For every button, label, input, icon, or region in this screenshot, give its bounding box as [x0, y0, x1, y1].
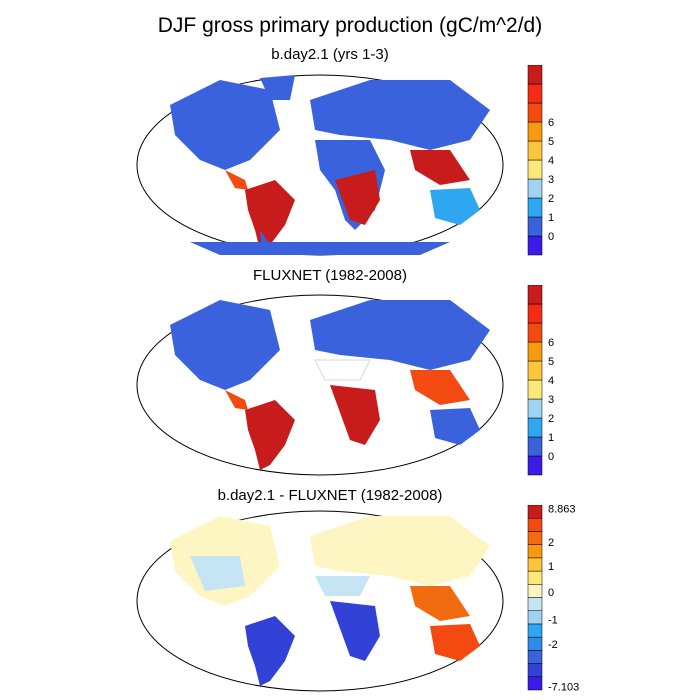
- colorbar-tick-label: -2: [548, 639, 558, 651]
- colorbar-tick-label: 6: [548, 337, 554, 349]
- panel-2-map: [136, 294, 504, 476]
- north-america: [170, 300, 280, 390]
- colorbar-segment: [527, 663, 543, 678]
- central-america: [225, 170, 248, 190]
- south-america: [245, 180, 295, 250]
- colorbar-tick-label: 1: [548, 212, 554, 224]
- colorbar-tick-label: 3: [548, 394, 554, 406]
- colorbar-tick-label: 1: [548, 432, 554, 444]
- south-america: [245, 400, 295, 470]
- colorbar-tick-label: 6: [548, 117, 554, 129]
- colorbar-segment: [527, 159, 543, 180]
- south-america: [245, 616, 295, 686]
- colorbar-segment: [527, 64, 543, 85]
- colorbar-segment: [527, 455, 543, 476]
- colorbar-segment: [527, 570, 543, 585]
- colorbar-segment: [527, 517, 543, 532]
- australia: [430, 408, 480, 445]
- colorbar-segment: [527, 341, 543, 362]
- colorbar-segment: [527, 140, 543, 161]
- colorbar-tick-label: 2: [548, 193, 554, 205]
- eurasia: [310, 300, 490, 370]
- colorbar-tick-label: 0: [548, 587, 554, 599]
- colorbar-tick-label: 5: [548, 356, 554, 368]
- panel-2-subtitle: FLUXNET (1982-2008): [253, 267, 407, 284]
- colorbar-2: 0 1 2 3 4 5 6: [520, 284, 580, 485]
- greenland: [260, 75, 295, 100]
- southeast-asia: [410, 586, 470, 621]
- colorbar-segment: [527, 623, 543, 638]
- panel-1-map: [136, 74, 504, 256]
- colorbar-tick-label: 1: [548, 561, 554, 573]
- colorbar-segment: [527, 597, 543, 611]
- colorbar-tick-label: 2: [548, 413, 554, 425]
- colorbar-1: 0 1 2 3 4 5 6: [520, 64, 580, 265]
- colorbar-segment: [527, 436, 543, 457]
- north-america: [170, 80, 280, 170]
- colorbar-segment: [527, 504, 543, 519]
- southeast-asia: [410, 370, 470, 405]
- colorbar-segment: [527, 531, 543, 545]
- africa-central: [330, 385, 380, 445]
- colorbar-3: 8.863 2 1 0 -1 -2 -7.103: [520, 504, 580, 700]
- colorbar-tick-label: 0: [548, 451, 554, 463]
- sahara-missing: [314, 359, 371, 381]
- colorbar-tick-label: 0: [548, 231, 554, 243]
- north-america-diff: [190, 556, 245, 591]
- africa-central: [335, 170, 380, 225]
- colorbar-tick-label: 4: [548, 155, 554, 167]
- colorbar-tick-label: -1: [548, 615, 558, 627]
- colorbar-3-svg: 8.863 2 1 0 -1 -2 -7.103: [527, 504, 579, 693]
- colorbar-segment: [527, 650, 543, 664]
- africa-central: [330, 601, 380, 661]
- colorbar-segment: [527, 417, 543, 438]
- panel-1-subtitle: b.day2.1 (yrs 1-3): [271, 46, 389, 63]
- colorbar-segment: [527, 178, 543, 199]
- colorbar-segment: [527, 216, 543, 237]
- africa-north: [315, 576, 370, 596]
- colorbar-segment: [527, 235, 543, 256]
- australia: [430, 624, 480, 661]
- colorbar-segment: [527, 379, 543, 400]
- colorbar-tick-label: 4: [548, 375, 554, 387]
- colorbar-tick-label: 3: [548, 174, 554, 186]
- panel-3-map: [136, 510, 504, 692]
- colorbar-segment: [527, 360, 543, 381]
- colorbar-2-svg: 0 1 2 3 4 5 6: [527, 284, 554, 476]
- colorbar-segment: [527, 557, 543, 572]
- southeast-asia: [410, 150, 470, 185]
- colorbar-segment: [527, 544, 543, 559]
- antarctica: [190, 242, 450, 255]
- colorbar-segment: [527, 398, 543, 419]
- colorbar-segment: [527, 303, 543, 324]
- eurasia: [310, 80, 490, 150]
- colorbar-segment: [527, 83, 543, 104]
- colorbar-segment: [527, 197, 543, 218]
- colorbar-segment: [527, 676, 543, 691]
- colorbar-1-svg: 0 1 2 3 4 5 6: [527, 64, 554, 256]
- colorbar-segment: [527, 284, 543, 305]
- colorbar-tick-label: 5: [548, 136, 554, 148]
- colorbar-segment: [527, 636, 543, 651]
- colorbar-segment: [527, 102, 543, 123]
- colorbar-tick-label: 8.863: [548, 505, 576, 516]
- colorbar-segment: [527, 322, 543, 343]
- australia: [430, 188, 480, 225]
- figure-title: DJF gross primary production (gC/m^2/d): [157, 14, 543, 37]
- colorbar-segment: [527, 121, 543, 142]
- colorbar-tick-label: 2: [548, 537, 554, 549]
- central-america: [225, 390, 248, 410]
- colorbar-segment: [527, 584, 543, 598]
- colorbar-tick-label: -7.103: [548, 681, 579, 693]
- panel-3-subtitle: b.day2.1 - FLUXNET (1982-2008): [217, 487, 443, 504]
- colorbar-segment: [527, 610, 543, 625]
- eurasia: [310, 516, 490, 586]
